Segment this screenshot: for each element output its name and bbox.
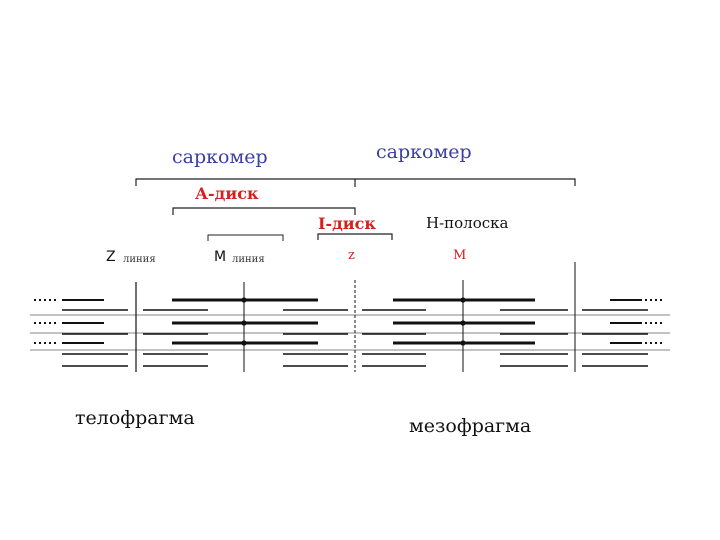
m-line-dot	[460, 297, 466, 303]
myofilaments	[30, 262, 670, 372]
z-line-letter: Z	[106, 249, 116, 265]
i-disc-bracket	[317, 233, 393, 240]
a-disc-bracket	[172, 207, 356, 215]
m-line-dot	[460, 340, 466, 346]
z-line-word: линия	[123, 254, 156, 265]
m-line-dot	[460, 320, 466, 326]
h-band-label: Н-полоска	[426, 214, 509, 232]
sarcomere-label-right: саркомер	[376, 141, 472, 163]
telophragm-label: телофрагма	[75, 407, 195, 429]
m-line-dot	[241, 320, 247, 326]
m-line-dot	[241, 340, 247, 346]
a-disc-label: А-диск	[195, 184, 259, 203]
m-line-dot	[241, 297, 247, 303]
m-line-word: линия	[232, 254, 265, 265]
m-line-letter: M	[214, 249, 227, 265]
h-band-bracket	[207, 234, 284, 241]
m-label-small: M	[453, 248, 467, 263]
z-label-small: z	[348, 248, 355, 263]
i-disc-label: I-диск	[318, 214, 376, 233]
sarcomere-label-left: саркомер	[172, 146, 268, 168]
sarcomere-bracket	[135, 178, 576, 187]
mesophragm-label: мезофрагма	[409, 415, 532, 437]
